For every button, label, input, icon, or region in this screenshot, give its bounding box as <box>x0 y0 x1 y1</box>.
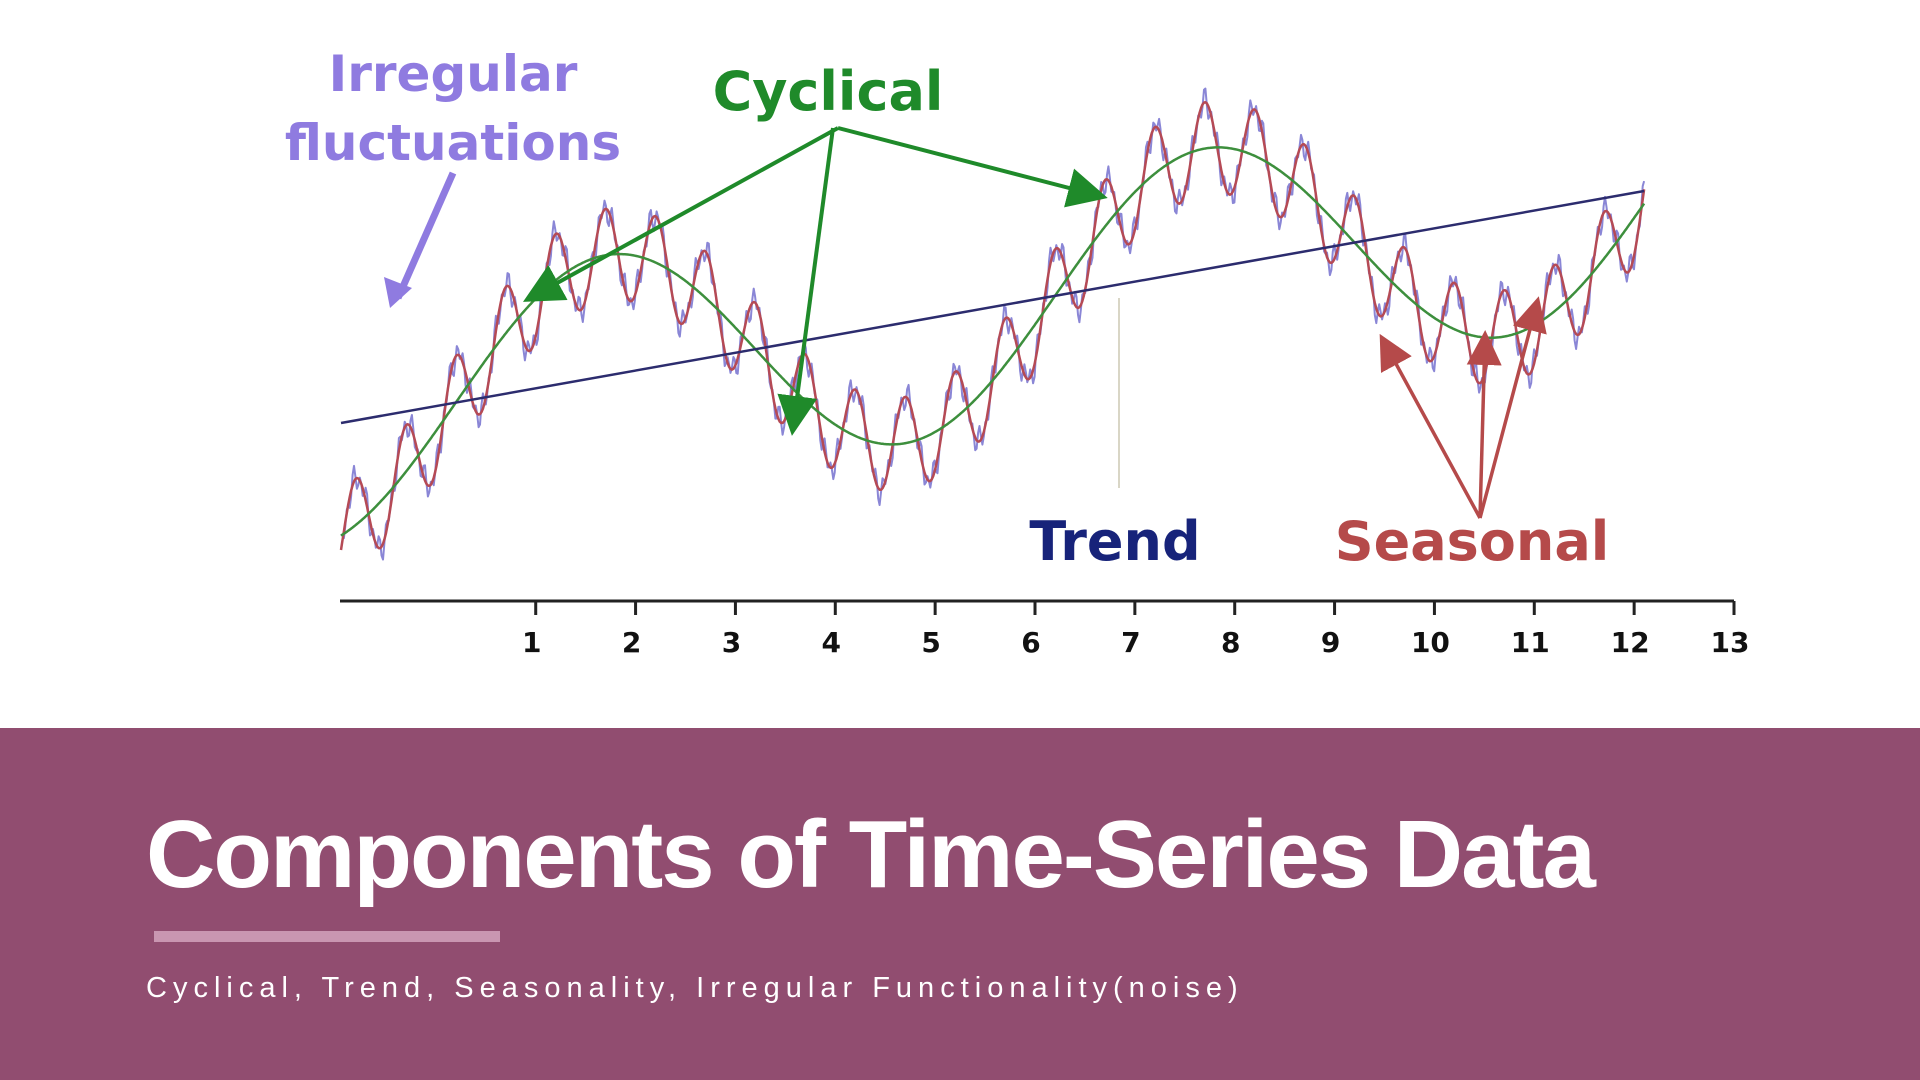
x-tick-label: 4 <box>822 626 841 659</box>
cyclical-arrow-1 <box>522 126 839 302</box>
annotation-layer <box>384 126 1547 519</box>
slide-subtitle: Cyclical, Trend, Seasonality, Irregular … <box>146 972 1244 1004</box>
x-tick-label: 12 <box>1611 626 1650 659</box>
x-tick-label: 9 <box>1321 626 1340 659</box>
irregular-arrow <box>394 171 457 300</box>
x-tick-label: 1 <box>522 626 541 659</box>
slide-title: Components of Time-Series Data <box>146 801 1596 908</box>
annotation-labels: Irregular fluctuations Cyclical Trend Se… <box>285 45 1609 573</box>
seasonal-arrow-2 <box>1466 330 1502 519</box>
irregular-label-line-1: Irregular <box>329 45 578 103</box>
title-underline <box>154 931 500 942</box>
x-tick-label: 7 <box>1121 626 1140 659</box>
x-tick-label: 11 <box>1511 626 1550 659</box>
cyclical-arrow-2 <box>777 127 835 436</box>
x-tick-label: 2 <box>622 626 641 659</box>
x-tick-label: 6 <box>1021 626 1040 659</box>
seasonal-arrow-3 <box>1478 296 1547 519</box>
trend-series-line <box>340 189 1645 425</box>
cyclical-arrow-3 <box>837 126 1108 208</box>
trend-label: Trend <box>1029 510 1200 573</box>
x-axis: 1 2 3 4 5 6 7 8 9 10 11 12 13 <box>340 599 1750 659</box>
x-tick-label: 8 <box>1221 626 1240 659</box>
seasonal-label: Seasonal <box>1335 510 1610 573</box>
x-tick-label: 10 <box>1411 626 1450 659</box>
cyclical-label: Cyclical <box>713 60 944 123</box>
time-series-components-chart: 1 2 3 4 5 6 7 8 9 10 11 12 13 Irregular fluctuations… <box>285 45 1750 659</box>
x-tick-label: 3 <box>722 626 741 659</box>
irregular-series-line <box>340 87 1646 561</box>
title-band: Components of Time-Series Data Cyclical,… <box>0 728 1920 1080</box>
irregular-arrow-head <box>384 277 412 308</box>
x-tick-label: 13 <box>1711 626 1750 659</box>
x-tick-label: 5 <box>921 626 940 659</box>
irregular-label-line-2: fluctuations <box>285 114 621 172</box>
seasonal-arrow-1 <box>1379 333 1482 519</box>
